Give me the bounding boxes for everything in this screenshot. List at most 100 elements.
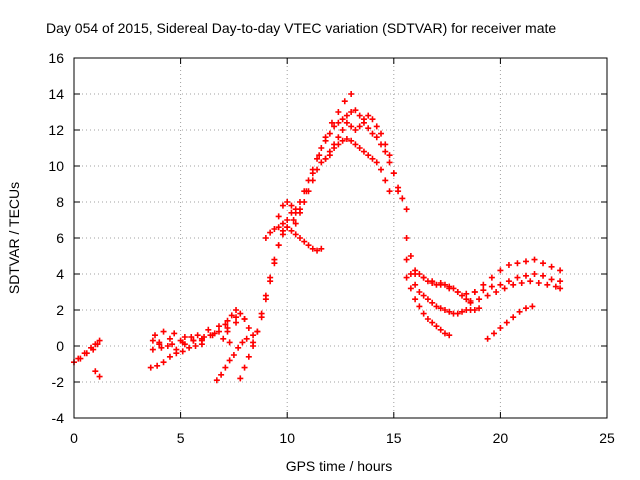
data-point bbox=[211, 330, 218, 337]
data-point bbox=[459, 292, 466, 299]
data-point bbox=[254, 328, 261, 335]
y-axis-label: SDTVAR / TECUs bbox=[6, 182, 22, 294]
data-point bbox=[301, 238, 308, 245]
y-tick-label: 4 bbox=[56, 266, 64, 282]
data-point bbox=[279, 202, 286, 209]
data-point bbox=[267, 278, 274, 285]
data-point bbox=[179, 348, 186, 355]
data-point bbox=[424, 296, 431, 303]
data-point bbox=[348, 109, 355, 115]
data-point bbox=[235, 344, 242, 351]
data-point bbox=[284, 199, 291, 205]
data-point bbox=[322, 137, 329, 144]
data-point bbox=[222, 321, 229, 328]
data-point bbox=[215, 328, 222, 335]
data-point bbox=[237, 310, 244, 317]
data-point bbox=[503, 319, 510, 326]
data-point bbox=[222, 364, 229, 371]
data-point bbox=[352, 141, 359, 148]
x-axis-ticks: 0 5 10 15 20 25 bbox=[70, 58, 615, 446]
data-point bbox=[262, 296, 269, 303]
data-point bbox=[382, 177, 389, 184]
data-point bbox=[471, 307, 478, 313]
data-point bbox=[326, 130, 333, 137]
data-point bbox=[378, 130, 385, 137]
data-point bbox=[454, 310, 461, 317]
data-point bbox=[267, 229, 274, 236]
data-point bbox=[420, 310, 427, 317]
data-point bbox=[192, 343, 199, 349]
data-point bbox=[369, 155, 376, 162]
series-track-21 bbox=[471, 256, 564, 295]
x-axis-label: GPS time / hours bbox=[286, 458, 393, 474]
data-point bbox=[403, 274, 410, 281]
series-track-6 bbox=[147, 341, 205, 371]
data-point bbox=[488, 283, 495, 290]
data-point bbox=[343, 119, 350, 126]
data-point bbox=[309, 245, 316, 252]
data-point bbox=[369, 130, 376, 137]
data-point bbox=[207, 332, 214, 339]
series-track-17 bbox=[403, 235, 474, 304]
data-point bbox=[343, 112, 350, 119]
data-point bbox=[218, 371, 225, 378]
y-tick-label: 12 bbox=[48, 122, 64, 138]
data-point bbox=[250, 339, 257, 346]
data-point bbox=[484, 335, 491, 342]
y-tick-label: 6 bbox=[56, 230, 64, 246]
data-point bbox=[348, 123, 355, 130]
data-point bbox=[271, 226, 278, 232]
data-point bbox=[491, 330, 498, 337]
data-point bbox=[454, 289, 461, 295]
data-point bbox=[230, 352, 237, 358]
y-tick-label: -4 bbox=[52, 410, 65, 426]
series-track-22 bbox=[484, 303, 536, 342]
data-point bbox=[239, 339, 246, 346]
data-point bbox=[160, 359, 167, 366]
data-point bbox=[476, 296, 483, 303]
data-point bbox=[557, 285, 564, 292]
data-point bbox=[535, 280, 542, 286]
data-point bbox=[171, 330, 178, 337]
data-point bbox=[446, 332, 453, 339]
data-points bbox=[71, 91, 564, 384]
data-point bbox=[412, 281, 419, 288]
y-tick-label: 10 bbox=[48, 158, 64, 174]
data-point bbox=[488, 274, 495, 281]
data-point bbox=[96, 373, 103, 380]
y-tick-label: 0 bbox=[56, 338, 64, 354]
data-point bbox=[328, 119, 335, 126]
data-point bbox=[181, 334, 188, 340]
series-track-12 bbox=[250, 107, 410, 346]
data-point bbox=[356, 145, 363, 151]
series-track-23 bbox=[467, 278, 564, 306]
data-point bbox=[403, 235, 410, 241]
data-point bbox=[258, 314, 265, 321]
data-point bbox=[186, 344, 193, 351]
data-point bbox=[290, 217, 297, 223]
data-point bbox=[226, 357, 233, 364]
data-point bbox=[399, 195, 406, 202]
data-point bbox=[510, 314, 517, 321]
data-point bbox=[386, 159, 393, 166]
x-tick-label: 15 bbox=[386, 430, 402, 446]
data-point bbox=[250, 332, 257, 339]
data-point bbox=[339, 137, 346, 144]
x-tick-label: 10 bbox=[279, 430, 295, 446]
data-point bbox=[233, 319, 240, 326]
data-point bbox=[360, 148, 367, 155]
data-point bbox=[407, 285, 414, 292]
data-point bbox=[75, 355, 82, 362]
series-track-8 bbox=[156, 316, 248, 353]
data-point bbox=[292, 231, 299, 238]
data-point bbox=[220, 335, 227, 342]
data-point bbox=[459, 308, 466, 315]
data-point bbox=[373, 123, 380, 130]
series-track-16 bbox=[322, 112, 402, 195]
series-track-4 bbox=[149, 332, 233, 346]
data-point bbox=[154, 362, 161, 369]
data-point bbox=[437, 326, 444, 333]
data-point bbox=[527, 278, 534, 285]
y-tick-label: 2 bbox=[56, 302, 64, 318]
x-tick-label: 5 bbox=[177, 430, 185, 446]
